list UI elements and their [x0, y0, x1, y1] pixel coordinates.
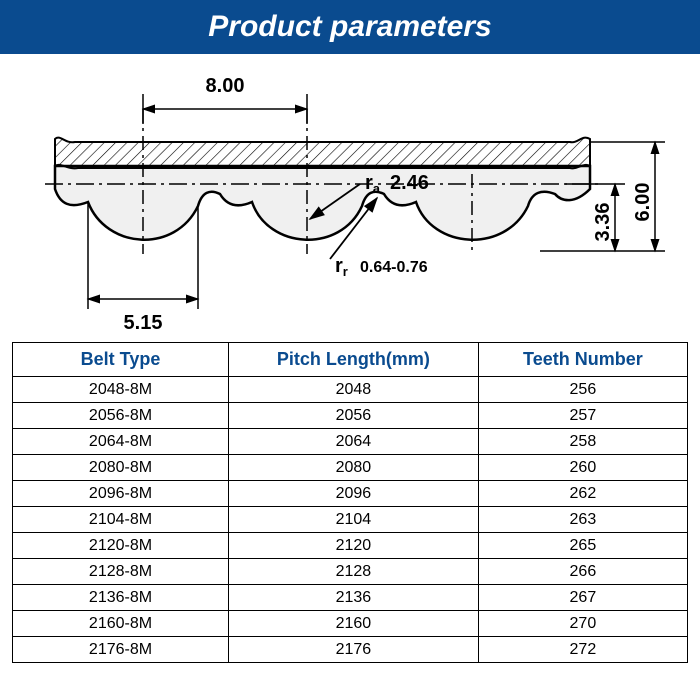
table-cell: 256 [478, 377, 687, 403]
table-cell: 2120 [229, 533, 479, 559]
table-cell: 2064 [229, 429, 479, 455]
table-cell: 2096-8M [13, 481, 229, 507]
belt-profile-diagram: 8.00 5.15 3.36 6.00 ra 2.46 rr 0.64-0.76 [0, 54, 700, 342]
table-cell: 2104-8M [13, 507, 229, 533]
table-cell: 2136 [229, 585, 479, 611]
table-cell: 2096 [229, 481, 479, 507]
table-cell: 2048-8M [13, 377, 229, 403]
table-row: 2136-8M2136267 [13, 585, 688, 611]
table-row: 2056-8M2056257 [13, 403, 688, 429]
table-cell: 270 [478, 611, 687, 637]
table-row: 2104-8M2104263 [13, 507, 688, 533]
ra-value: 2.46 [390, 172, 429, 194]
table-cell: 257 [478, 403, 687, 429]
page-title: Product parameters [208, 10, 491, 44]
table-header-row: Belt Type Pitch Length(mm) Teeth Number [13, 343, 688, 377]
table-row: 2048-8M2048256 [13, 377, 688, 403]
table-cell: 2104 [229, 507, 479, 533]
col-header-type: Belt Type [13, 343, 229, 377]
table-cell: 2160-8M [13, 611, 229, 637]
table-cell: 267 [478, 585, 687, 611]
table-cell: 2176-8M [13, 637, 229, 663]
spec-table-wrap: Belt Type Pitch Length(mm) Teeth Number … [0, 342, 700, 663]
dim-pitch: 8.00 [206, 75, 245, 97]
col-header-teeth: Teeth Number [478, 343, 687, 377]
table-cell: 262 [478, 481, 687, 507]
table-body: 2048-8M20482562056-8M20562572064-8M20642… [13, 377, 688, 663]
spec-table: Belt Type Pitch Length(mm) Teeth Number … [12, 342, 688, 663]
table-row: 2120-8M2120265 [13, 533, 688, 559]
table-cell: 272 [478, 637, 687, 663]
dim-height-outer: 6.00 [632, 183, 654, 222]
table-row: 2064-8M2064258 [13, 429, 688, 455]
dim-width: 5.15 [124, 312, 163, 334]
table-cell: 2080-8M [13, 455, 229, 481]
table-cell: 2128-8M [13, 559, 229, 585]
header-bar: Product parameters [0, 0, 700, 54]
table-row: 2080-8M2080260 [13, 455, 688, 481]
table-cell: 2176 [229, 637, 479, 663]
rr-value: 0.64-0.76 [360, 259, 428, 276]
table-row: 2096-8M2096262 [13, 481, 688, 507]
table-cell: 263 [478, 507, 687, 533]
table-cell: 2056-8M [13, 403, 229, 429]
table-cell: 2056 [229, 403, 479, 429]
table-row: 2128-8M2128266 [13, 559, 688, 585]
col-header-pitch: Pitch Length(mm) [229, 343, 479, 377]
table-cell: 2080 [229, 455, 479, 481]
dim-height-inner: 3.36 [592, 203, 614, 242]
table-cell: 260 [478, 455, 687, 481]
rr-symbol: rr [335, 255, 348, 279]
table-cell: 2136-8M [13, 585, 229, 611]
table-row: 2176-8M2176272 [13, 637, 688, 663]
table-cell: 2048 [229, 377, 479, 403]
table-row: 2160-8M2160270 [13, 611, 688, 637]
table-cell: 258 [478, 429, 687, 455]
table-cell: 2128 [229, 559, 479, 585]
table-cell: 2160 [229, 611, 479, 637]
table-cell: 265 [478, 533, 687, 559]
table-cell: 266 [478, 559, 687, 585]
table-cell: 2064-8M [13, 429, 229, 455]
table-cell: 2120-8M [13, 533, 229, 559]
